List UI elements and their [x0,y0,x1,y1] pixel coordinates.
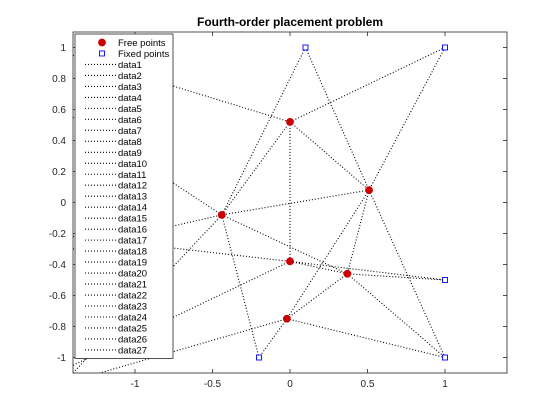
legend-label: data27 [118,345,147,356]
connection-lines [73,47,446,373]
y-tick-label: 0 [60,198,66,209]
line-data27 [97,318,288,373]
x-tick-label: 0.5 [361,379,375,390]
line-data21 [73,260,291,366]
legend-label: data18 [118,247,147,258]
y-tick-label: 0.2 [52,167,66,178]
legend-label: data8 [118,137,142,148]
legend-label: data16 [118,225,147,236]
legend-label: data2 [118,71,142,82]
legend-label: data24 [118,312,147,323]
y-tick-label: 0.6 [52,105,66,116]
legend-label: data1 [118,60,142,71]
axes-box [72,31,508,374]
legend-label: data23 [118,302,147,313]
y-tick-label: -0.4 [49,260,67,271]
y-tick-label: 1 [60,43,66,54]
y-tick-label: -0.2 [49,229,67,240]
legend-label: data12 [118,181,147,192]
point-markers [217,44,448,361]
legend-label: data15 [118,214,147,225]
line-data9 [221,189,370,216]
legend-label: data17 [118,236,147,247]
free-point-3 [217,210,226,219]
line-data6 [221,47,306,216]
x-tick-label: -1 [131,379,140,390]
legend-label: data13 [118,192,147,203]
legend-label: data4 [118,93,142,104]
legend-marker-fixed [99,50,105,57]
legend-label: data22 [118,291,147,302]
legend-label: data9 [118,148,142,159]
free-point-5 [343,269,352,278]
line-data19 [289,260,446,281]
line-data7 [304,47,370,191]
legend-label: data26 [118,334,147,345]
legend-label: data19 [118,258,147,269]
line-data10 [346,189,370,274]
legend-label: data14 [118,203,147,214]
legend-label: data11 [118,170,146,181]
line-data3 [289,121,370,191]
y-tick-label: -0.6 [49,291,67,302]
y-tick-label: 0.8 [52,74,66,85]
free-point-6 [282,314,291,323]
line-data14 [221,214,260,358]
legend-marker-free [98,38,106,47]
y-tick-label: 0.4 [52,136,66,147]
fixed-point-2 [442,44,448,51]
legend-label: data3 [118,82,142,93]
legend-label: data21 [118,280,147,291]
line-data24 [286,273,348,320]
free-point-1 [286,118,294,126]
legend-label: Fixed points [118,49,169,60]
legend-label: data10 [118,159,147,170]
legend-label: Free points [118,38,166,49]
line-data20 [289,260,348,275]
line-data11 [368,189,446,358]
line-data25 [286,318,446,359]
chart-title: Fourth-order placement problem [197,15,383,29]
line-data26 [258,318,288,358]
fixed-point-1 [302,44,309,51]
free-point-4 [286,257,294,266]
free-point-2 [365,186,373,194]
legend-label: data25 [118,323,147,334]
legend-label: data5 [118,104,142,115]
legend-label: data20 [118,269,147,280]
line-data4 [221,121,291,216]
y-tick-label: -0.8 [49,322,67,333]
fixed-point-3 [442,277,448,283]
x-tick-label: 0 [287,379,293,390]
line-data1 [73,54,291,123]
x-tick-label: -0.5 [204,379,222,390]
x-tick-label: 1 [442,379,448,390]
legend-label: data6 [118,115,142,126]
fixed-point-4 [442,354,448,361]
line-data13 [221,214,348,275]
legend-label: data7 [118,126,142,137]
fixed-point-5 [256,354,262,361]
line-data23 [346,273,446,358]
line-data22 [347,273,446,281]
axis-ticks: -1 -0.5 0 0.5 1 1 0.8 0.6 0.4 0.2 0 -0.2 -0.4 -0.6 -0.… [49,32,507,390]
y-tick-label: -1 [57,353,66,364]
